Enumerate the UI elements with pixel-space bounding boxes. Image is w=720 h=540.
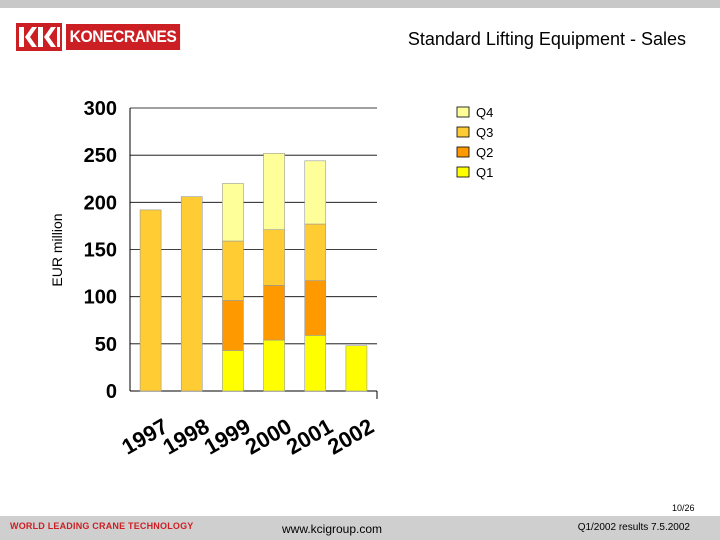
bar-segment-q2 — [222, 300, 244, 351]
footer-bar — [0, 516, 720, 540]
logo-text: KONECRANES — [66, 24, 180, 50]
legend-label-q4: Q4 — [476, 105, 493, 120]
legend-label-q1: Q1 — [476, 165, 493, 180]
bar-full-year — [139, 209, 162, 392]
bar-segment-q4 — [263, 152, 285, 230]
legend-swatch-q1 — [456, 166, 470, 178]
bar-segment-q2 — [263, 285, 285, 341]
legend-swatch-q4 — [456, 106, 470, 118]
page-number: 10/26 — [672, 503, 695, 513]
top-bar — [0, 0, 720, 8]
footer-website: www.kcigroup.com — [282, 522, 383, 536]
konecranes-logo-icon — [16, 23, 62, 51]
bar-segment-q1 — [304, 335, 327, 392]
bar-segment-q1 — [222, 350, 244, 392]
bar-segment-q3 — [263, 229, 285, 286]
footer-tagline: WORLD LEADING CRANE TECHNOLOGY — [10, 521, 194, 531]
legend-label-q3: Q3 — [476, 125, 493, 140]
legend-swatch-q3 — [456, 126, 470, 138]
legend-label-q2: Q2 — [476, 145, 493, 160]
footer-date: Q1/2002 results 7.5.2002 — [577, 522, 690, 533]
bar-segment-q3 — [222, 240, 244, 301]
y-axis-label: EUR million — [49, 213, 65, 286]
y-tick-label: 300 — [84, 98, 117, 120]
y-tick-label: 200 — [84, 192, 117, 214]
x-tick-label: 2002 — [323, 413, 378, 459]
bar-segment-q2 — [304, 280, 327, 336]
y-tick-label: 150 — [84, 240, 117, 262]
y-tick-label: 0 — [106, 381, 117, 403]
legend-swatch-q2 — [456, 146, 470, 158]
bar-full-year — [180, 196, 203, 392]
bar-segment-q1 — [345, 345, 368, 392]
page-title: Standard Lifting Equipment - Sales — [407, 29, 686, 49]
y-tick-label: 100 — [84, 287, 117, 309]
bar-segment-q4 — [304, 160, 327, 225]
bar-segment-q1 — [263, 339, 285, 392]
bar-segment-q4 — [222, 183, 244, 242]
y-tick-label: 250 — [84, 145, 117, 167]
konecranes-logo: KONECRANES — [16, 22, 190, 52]
y-tick-label: 50 — [95, 334, 117, 356]
bar-segment-q3 — [304, 223, 327, 281]
